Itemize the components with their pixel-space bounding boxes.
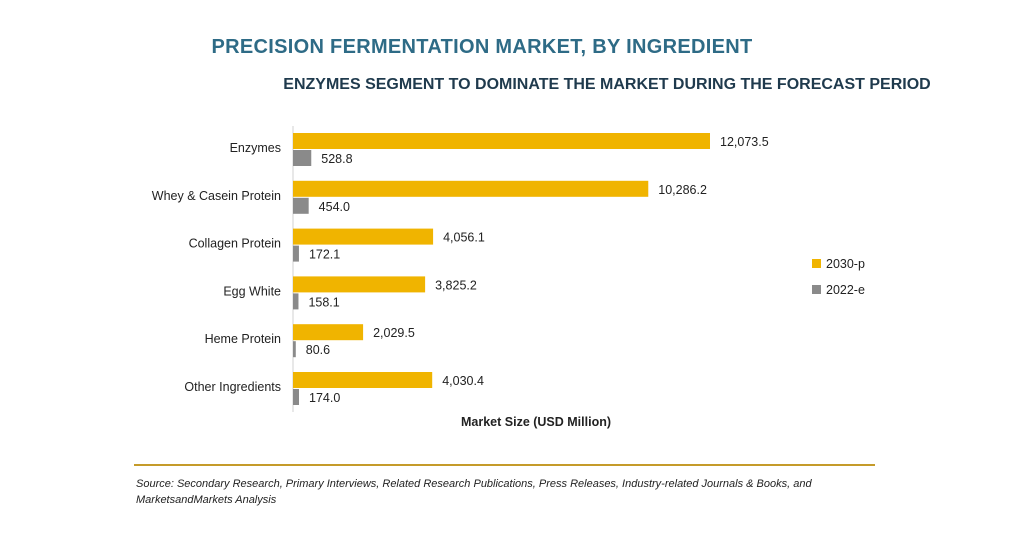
legend-label: 2022-e [826, 283, 865, 297]
bar-2030-p [293, 180, 649, 197]
data-label: 12,073.5 [720, 135, 769, 149]
bar-2030-p [293, 372, 433, 388]
category-label: Heme Protein [205, 332, 281, 346]
bar-2022-e [293, 293, 299, 310]
data-label: 528.8 [321, 152, 352, 166]
bar-2030-p [293, 133, 710, 149]
data-label: 10,286.2 [658, 183, 707, 197]
data-label: 4,056.1 [443, 231, 485, 245]
source-divider [134, 464, 875, 466]
chart-subtitle: ENZYMES SEGMENT TO DOMINATE THE MARKET D… [283, 76, 931, 93]
data-label: 80.6 [306, 343, 330, 357]
data-label: 2,029.5 [373, 326, 415, 340]
bar-2022-e [293, 197, 309, 214]
category-label: Other Ingredients [184, 380, 281, 394]
legend-swatch [812, 259, 821, 268]
bar-2022-e [293, 150, 312, 166]
x-axis-title: Market Size (USD Million) [461, 415, 611, 429]
category-label: Enzymes [230, 141, 281, 155]
data-label: 174.0 [309, 391, 340, 405]
data-label: 158.1 [308, 295, 339, 309]
bar-2022-e [293, 341, 296, 358]
bar-2022-e [293, 245, 299, 262]
category-label: Egg White [223, 284, 281, 298]
data-label: 172.1 [309, 248, 340, 262]
legend-swatch [812, 285, 821, 294]
source-note: Source: Secondary Research, Primary Inte… [136, 478, 812, 506]
legend-label: 2030-p [826, 257, 865, 271]
bar-2030-p [293, 276, 426, 293]
data-label: 454.0 [319, 200, 350, 214]
bar-2030-p [293, 324, 364, 341]
category-label: Collagen Protein [189, 237, 281, 251]
bar-2030-p [293, 228, 434, 245]
bar-2022-e [293, 389, 300, 405]
category-label: Whey & Casein Protein [152, 189, 281, 203]
data-label: 4,030.4 [442, 374, 484, 388]
chart-title: PRECISION FERMENTATION MARKET, BY INGRED… [211, 36, 753, 58]
bar-chart: Enzymes 12,073.5 528.8 Whey & Casein Protei… [152, 126, 865, 429]
data-label: 3,825.2 [435, 278, 477, 292]
